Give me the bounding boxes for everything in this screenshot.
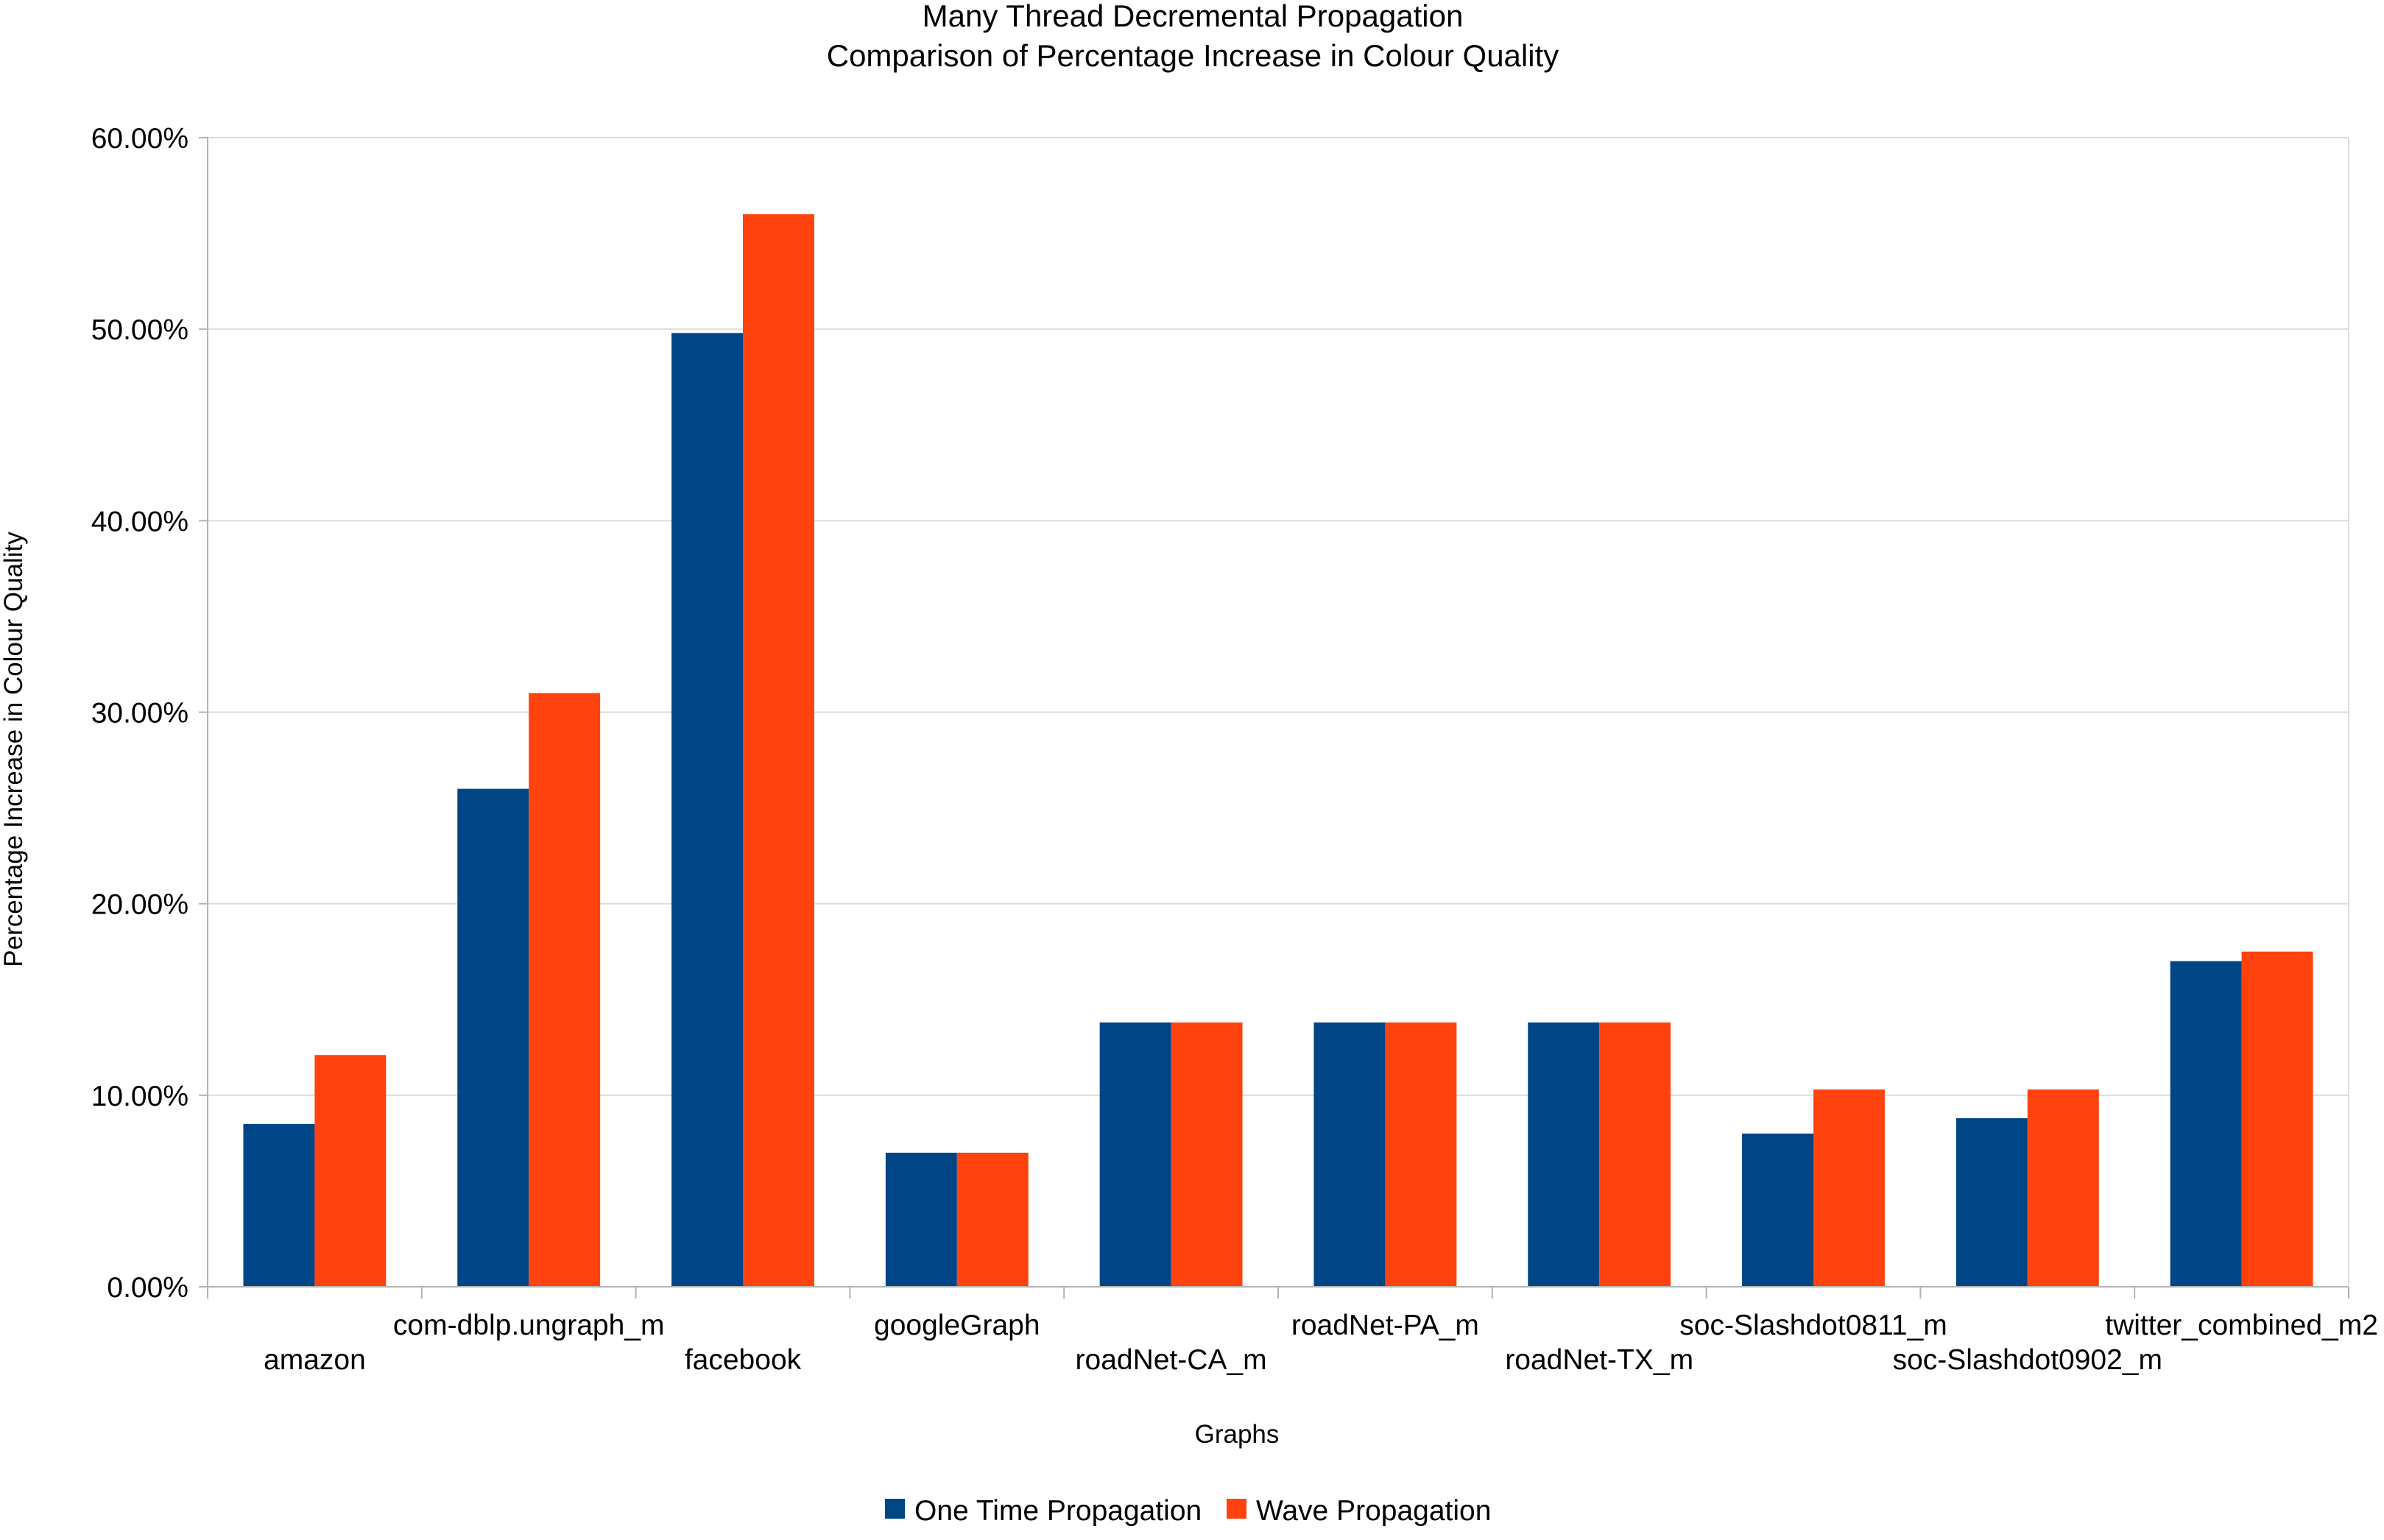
legend-label: Wave Propagation (1256, 1495, 1491, 1527)
bars (243, 214, 2313, 1288)
x-tick-label: soc-Slashdot0902_m (1893, 1344, 2162, 1376)
x-tick-label: soc-Slashdot0811_m (1679, 1310, 1947, 1341)
y-tick-label: 10.00% (91, 1081, 188, 1112)
legend-swatch (1227, 1499, 1246, 1519)
bar-one-time-com-dblp.ungraph_m (457, 788, 529, 1287)
bar-one-time-facebook (671, 333, 743, 1287)
x-axis-title: Graphs (1195, 1420, 1280, 1449)
y-tick-label: 50.00% (91, 314, 188, 346)
y-tick-label: 40.00% (91, 506, 188, 537)
bar-wave-soc-Slashdot0902_m (2027, 1089, 2099, 1287)
x-tick-label: twitter_combined_m2 (2105, 1310, 2378, 1341)
y-tick-label: 30.00% (91, 698, 188, 730)
bar-one-time-roadNet-CA_m (1099, 1022, 1171, 1287)
y-tick-label: 60.00% (91, 123, 188, 155)
chart-subtitle: Comparison of Percentage Increase in Col… (827, 38, 1559, 73)
legend-label: One Time Propagation (914, 1495, 1202, 1527)
bar-one-time-roadNet-TX_m (1528, 1022, 1600, 1287)
bar-wave-twitter_combined_m2 (2241, 951, 2313, 1287)
bar-one-time-roadNet-PA_m (1313, 1022, 1386, 1287)
legend-swatch (885, 1499, 905, 1519)
bar-wave-amazon (314, 1055, 387, 1287)
bar-one-time-googleGraph (885, 1152, 957, 1287)
chart-title: Many Thread Decremental Propagation (923, 0, 1464, 33)
x-tick-labels: amazon com-dblp.ungraph_m facebook googleGr… (264, 1310, 2378, 1376)
y-axis-title: Percentage Increase in Colour Quality (0, 531, 28, 967)
y-tick-label: 20.00% (91, 889, 188, 921)
x-tick-label: com-dblp.ungraph_m (393, 1310, 665, 1341)
x-tick-label: roadNet-CA_m (1076, 1344, 1267, 1376)
x-tick-label: facebook (685, 1344, 802, 1376)
y-tick-labels: 0.00% 10.00% 20.00% 30.00% 40.00% 50.00% 60.00… (91, 123, 208, 1304)
bar-wave-facebook (743, 214, 814, 1288)
bar-wave-roadNet-CA_m (1171, 1022, 1243, 1287)
bar-wave-roadNet-TX_m (1599, 1022, 1671, 1287)
axes (207, 138, 2349, 1299)
bar-wave-roadNet-PA_m (1385, 1022, 1457, 1287)
bar-one-time-soc-Slashdot0811_m (1742, 1133, 1813, 1287)
legend: One Time Propagation Wave Propagation (885, 1495, 1491, 1527)
bar-one-time-soc-Slashdot0902_m (1955, 1118, 2028, 1287)
x-tick-label: roadNet-PA_m (1291, 1310, 1479, 1341)
bar-wave-com-dblp.ungraph_m (529, 693, 601, 1287)
bar-wave-soc-Slashdot0811_m (1813, 1089, 1885, 1287)
y-tick-label: 0.00% (107, 1272, 188, 1304)
bar-one-time-twitter_combined_m2 (2170, 961, 2242, 1287)
bar-wave-googleGraph (956, 1152, 1029, 1287)
x-tick-label: googleGraph (874, 1310, 1040, 1341)
bar-one-time-amazon (243, 1123, 315, 1287)
x-tick-label: amazon (264, 1344, 366, 1376)
x-tick-label: roadNet-TX_m (1505, 1344, 1693, 1376)
